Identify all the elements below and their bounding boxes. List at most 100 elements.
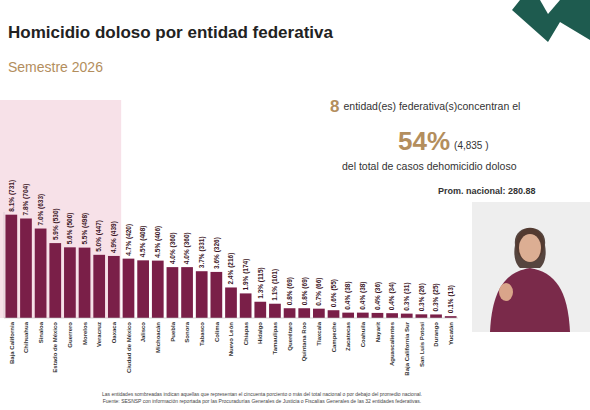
- data-label: 7.8% (704): [22, 184, 30, 216]
- data-label: 5.6% (500): [66, 213, 74, 245]
- bar: [35, 229, 47, 318]
- baseline: [4, 318, 458, 319]
- decoration: [512, 0, 590, 42]
- x-tick-label: Querétaro: [287, 322, 293, 351]
- subtitle: Semestre 2026: [8, 59, 103, 75]
- x-tick-label: Zacatecas: [345, 321, 351, 351]
- data-label: 4.7% (420): [125, 224, 133, 256]
- bar: [5, 215, 17, 318]
- chart: Homicidio doloso por entidad federativa S…: [0, 0, 590, 410]
- data-label: 0.3% (26): [418, 283, 426, 311]
- bar: [313, 309, 325, 318]
- x-tick-label: Baja California: [9, 321, 15, 364]
- interpreter-body: [490, 268, 570, 332]
- annotation-percent: 54%: [398, 126, 450, 156]
- data-label: 0.3% (31): [403, 282, 411, 310]
- x-tick-label: Quintana Roo: [301, 322, 307, 362]
- data-label: 0.1% (13): [447, 285, 455, 313]
- data-label: 0.7% (66): [315, 277, 323, 305]
- bar: [416, 314, 428, 318]
- interpreter-hair: [514, 228, 545, 268]
- y-axis-line: [4, 212, 5, 318]
- annotation-count: 8: [330, 97, 339, 116]
- x-tick-label: Michoacán: [155, 322, 161, 353]
- bar: [254, 302, 266, 318]
- data-label: 4.5% (406): [154, 226, 162, 258]
- x-tick-label: Guerrero: [67, 322, 73, 348]
- title: Homicidio doloso por entidad federativa: [8, 23, 333, 42]
- decoration: [540, 0, 560, 14]
- bar: [181, 267, 193, 318]
- x-tick-label: Nuevo León: [228, 322, 234, 357]
- x-tick-label: Tlaxcala: [316, 321, 322, 345]
- bar: [342, 313, 354, 318]
- bar: [123, 259, 135, 318]
- data-labels: 8.1% (731)7.8% (704)7.0% (633)5.9% (530)…: [8, 180, 455, 313]
- bar: [93, 255, 105, 318]
- data-label: 3.7% (331): [198, 236, 206, 268]
- x-tick-label: Oaxaca: [111, 321, 117, 343]
- interpreter-image: [472, 202, 590, 332]
- data-label: 0.8% (69): [286, 277, 294, 305]
- bar: [64, 247, 76, 318]
- data-label: 2.4% (216): [227, 253, 235, 285]
- bar: [357, 313, 369, 318]
- annotation-text: del total de casos dehomicidio doloso: [342, 160, 517, 172]
- data-label: 5.5% (498): [81, 213, 89, 245]
- x-tick-label: Colima: [214, 321, 220, 342]
- x-tick-label: Durango: [433, 322, 439, 347]
- bar: [152, 261, 164, 318]
- bar: [430, 314, 442, 318]
- interpreter-bg: [472, 202, 590, 332]
- x-tick-label: Yucatán: [448, 322, 454, 345]
- annotation-average: Prom. nacional: 280.88: [438, 186, 536, 196]
- data-label: 0.3% (25): [432, 283, 440, 311]
- data-label: 4.0% (360): [169, 232, 177, 264]
- x-tick-label: San Luis Potosí: [419, 322, 425, 367]
- x-tick-label: Chihuahua: [23, 321, 29, 353]
- footnote: Fuente: SESNSP con información reportada…: [103, 398, 421, 404]
- interpreter-hand: [499, 283, 513, 301]
- x-tick-label: Jalisco: [140, 322, 146, 343]
- bar: [167, 267, 179, 318]
- x-tick-label: Nayarit: [375, 322, 381, 342]
- bar: [269, 304, 281, 318]
- x-tick-label: Sinaloa: [38, 321, 44, 343]
- bar: [137, 260, 149, 318]
- data-label: 1.9% (174): [242, 259, 250, 291]
- bar: [386, 313, 398, 318]
- data-label: 8.1% (731): [8, 180, 16, 212]
- data-label: 4.9% (439): [110, 221, 118, 253]
- background: [0, 0, 590, 410]
- data-label: 0.4% (34): [388, 282, 396, 310]
- bar: [225, 287, 237, 318]
- data-label: 1.1% (101): [271, 269, 279, 301]
- x-tick-label: Baja California Sur: [404, 321, 410, 375]
- x-tick-label: Tamaulipas: [272, 321, 278, 354]
- x-tick-label: Estado de México: [52, 322, 58, 373]
- data-label: 0.8% (69): [301, 277, 309, 305]
- x-tick-label: Hidalgo: [257, 322, 263, 344]
- footnote: Las entidades sombreadas indican aquella…: [102, 391, 422, 397]
- data-label: 5.0% (447): [95, 220, 103, 252]
- data-label: 5.9% (530): [52, 208, 60, 240]
- bar: [49, 243, 61, 318]
- x-tick-label: Puebla: [170, 321, 176, 341]
- data-label: 3.6% (326): [213, 237, 221, 269]
- shaded-region: [0, 100, 121, 318]
- interpreter-face: [519, 234, 541, 262]
- x-tick-label: Veracruz: [96, 322, 102, 347]
- data-label: 0.6% (55): [330, 279, 338, 307]
- bar: [108, 256, 120, 318]
- annotation-text: entidad(es) federativa(s)concentran el: [343, 100, 520, 112]
- bar: [210, 272, 222, 318]
- x-tick-label: Ciudad de México: [126, 322, 132, 373]
- data-label: 4.0% (360): [183, 232, 191, 264]
- bar: [284, 308, 296, 318]
- footnotes: Las entidades sombreadas indican aquella…: [102, 391, 422, 404]
- data-label: 1.3% (115): [257, 267, 265, 298]
- x-tick-label: Coahuila: [360, 321, 366, 347]
- bar: [298, 308, 310, 318]
- x-tick-label: Morelos: [82, 321, 88, 345]
- bar: [328, 310, 340, 318]
